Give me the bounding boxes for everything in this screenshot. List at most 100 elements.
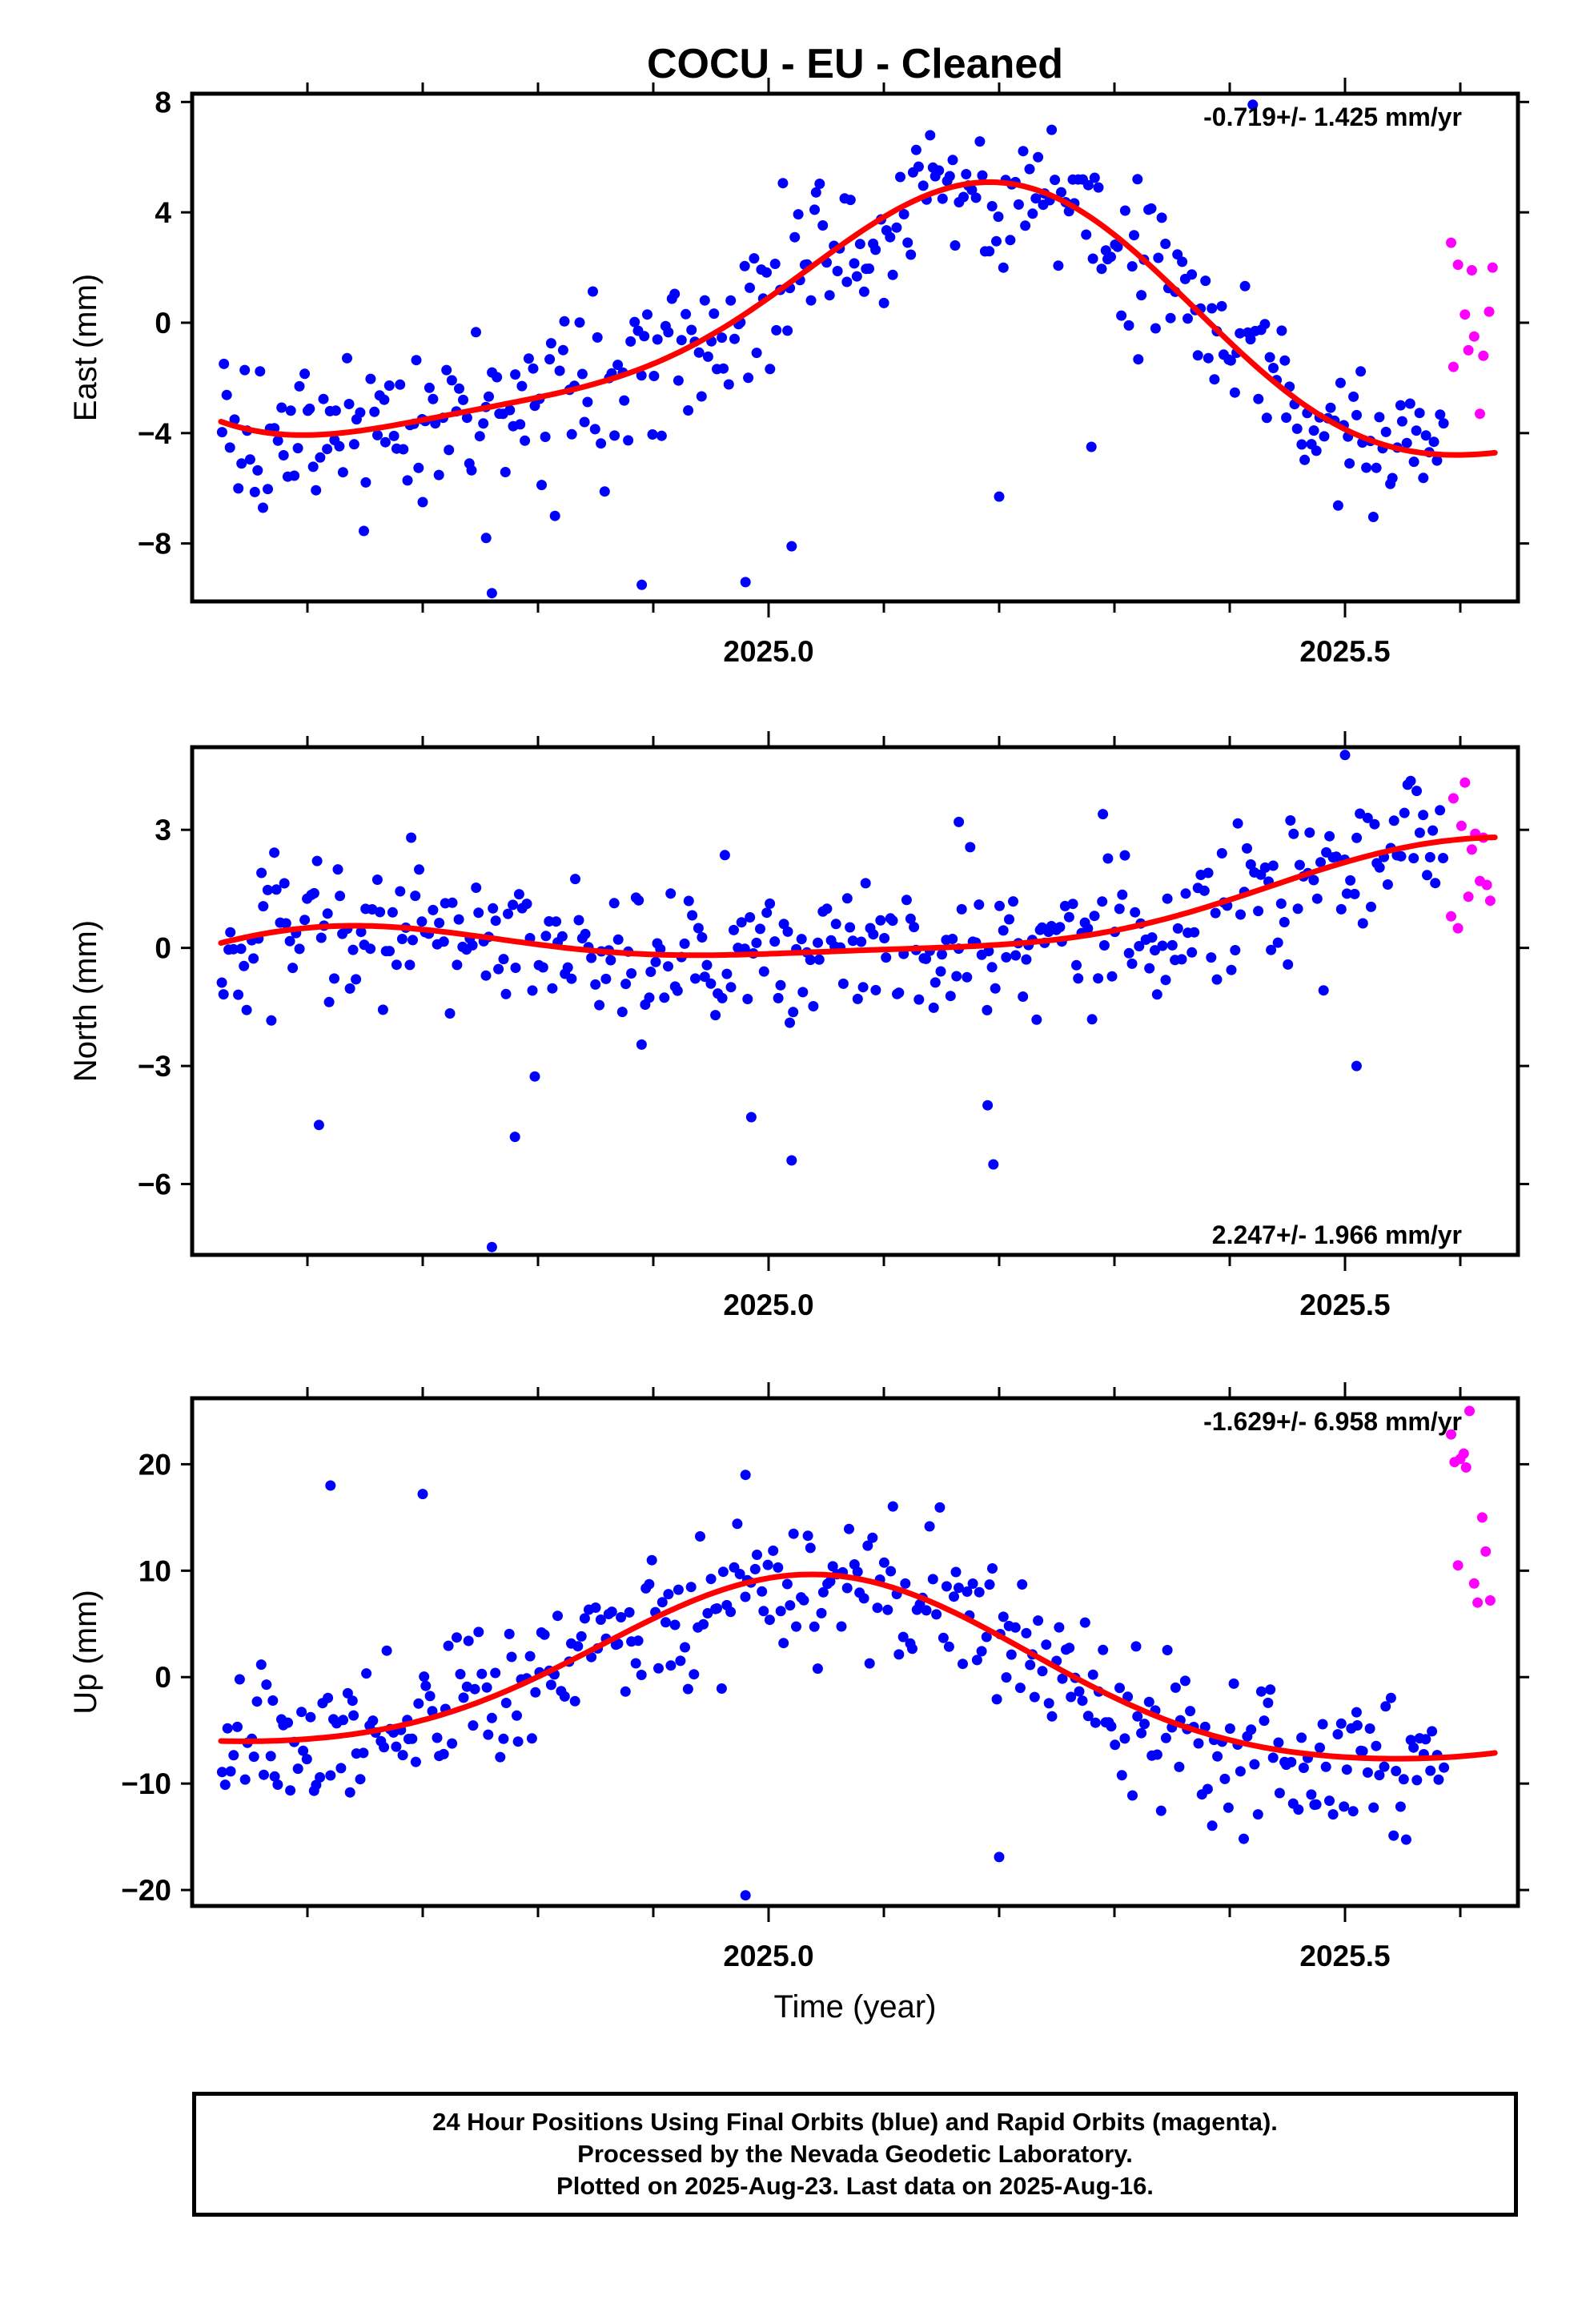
final-orbit-point xyxy=(878,1557,889,1568)
final-orbit-point xyxy=(233,483,244,494)
final-orbit-point xyxy=(344,1787,355,1798)
final-orbit-point xyxy=(791,1621,801,1632)
final-orbit-point xyxy=(944,171,955,182)
final-orbit-point xyxy=(391,959,402,971)
chart-title: COCU - EU - Cleaned xyxy=(647,41,1063,87)
final-orbit-point xyxy=(410,1756,421,1767)
final-orbit-point xyxy=(739,943,750,955)
final-orbit-point xyxy=(272,1779,283,1790)
final-orbit-point xyxy=(817,220,829,231)
final-orbit-point xyxy=(570,874,580,885)
final-orbit-point xyxy=(762,1559,773,1570)
final-orbit-point xyxy=(991,235,1002,247)
final-orbit-point xyxy=(885,231,896,243)
final-orbit-point xyxy=(852,993,863,1004)
final-orbit-point xyxy=(228,943,239,955)
final-orbit-point xyxy=(305,1711,316,1723)
final-orbit-point xyxy=(845,195,856,206)
final-orbit-point xyxy=(239,960,250,971)
final-orbit-point xyxy=(994,491,1005,502)
final-orbit-point xyxy=(1006,1649,1017,1660)
y-tick-label: 10 xyxy=(139,1554,171,1587)
final-orbit-point xyxy=(905,913,916,924)
final-orbit-point xyxy=(1004,914,1014,925)
final-orbit-point xyxy=(1253,906,1264,917)
final-orbit-point xyxy=(705,978,717,989)
final-orbit-point xyxy=(1082,923,1094,934)
final-orbit-point xyxy=(516,380,528,392)
final-orbit-point xyxy=(1160,1732,1171,1743)
final-orbit-point xyxy=(1054,1622,1065,1633)
final-orbit-point xyxy=(292,1763,303,1775)
final-orbit-point xyxy=(769,936,781,947)
caption-line-2: Processed by the Nevada Geodetic Laborat… xyxy=(577,2140,1133,2168)
final-orbit-point xyxy=(693,923,704,934)
final-orbit-point xyxy=(1133,354,1144,365)
final-orbit-point xyxy=(600,973,612,984)
final-orbit-point xyxy=(947,155,958,166)
final-orbit-point xyxy=(1041,1639,1052,1651)
final-orbit-point xyxy=(1067,899,1078,910)
final-orbit-point xyxy=(740,577,751,588)
final-orbit-point xyxy=(927,1574,938,1585)
final-orbit-point xyxy=(446,375,457,386)
final-orbit-point xyxy=(1112,241,1123,252)
final-orbit-point xyxy=(1264,352,1275,363)
velocity-label: -1.629+/- 6.958 mm/yr xyxy=(1203,1407,1462,1436)
final-orbit-point xyxy=(917,180,929,191)
rapid-orbit-point xyxy=(1466,265,1477,275)
final-orbit-point xyxy=(749,1563,761,1574)
final-orbit-point xyxy=(757,1586,768,1597)
final-orbit-point xyxy=(1265,1684,1276,1695)
final-orbit-point xyxy=(1266,944,1277,955)
final-orbit-point xyxy=(520,435,531,446)
final-orbit-point xyxy=(849,258,860,269)
final-orbit-point xyxy=(813,954,825,965)
final-orbit-point xyxy=(463,1635,474,1647)
final-orbit-point xyxy=(1296,439,1307,450)
final-orbit-point xyxy=(244,454,255,465)
final-orbit-point xyxy=(644,1578,655,1590)
final-orbit-point xyxy=(609,430,620,441)
final-orbit-point xyxy=(263,484,273,495)
final-orbit-point xyxy=(882,1604,893,1615)
final-orbit-point xyxy=(255,1659,267,1671)
final-orbit-point xyxy=(868,929,879,940)
final-orbit-point xyxy=(221,389,232,400)
final-orbit-point xyxy=(672,985,683,996)
final-orbit-point xyxy=(1275,898,1287,909)
final-orbit-point xyxy=(885,1566,897,1577)
final-orbit-point xyxy=(1428,436,1439,448)
final-orbit-point xyxy=(1404,398,1415,409)
final-orbit-point xyxy=(1162,893,1173,904)
final-orbit-point xyxy=(1395,850,1407,862)
final-orbit-point xyxy=(895,171,905,183)
final-orbit-point xyxy=(925,130,936,141)
final-orbit-point xyxy=(690,973,701,984)
rapid-orbit-point xyxy=(1478,350,1489,361)
final-orbit-point xyxy=(751,937,762,948)
final-orbit-point xyxy=(325,1770,336,1781)
final-orbit-point xyxy=(360,476,371,488)
final-orbit-point xyxy=(454,383,464,394)
final-orbit-point xyxy=(778,919,789,930)
final-orbit-point xyxy=(1424,851,1435,862)
final-orbit-point xyxy=(836,1621,847,1632)
final-orbit-point xyxy=(1355,808,1366,819)
final-orbit-point xyxy=(348,439,359,450)
final-orbit-point xyxy=(1027,208,1038,219)
final-orbit-point xyxy=(1364,1723,1375,1734)
final-orbit-point xyxy=(739,260,750,271)
final-orbit-point xyxy=(1123,947,1134,959)
final-orbit-point xyxy=(512,1710,522,1721)
final-orbit-point xyxy=(1223,1802,1234,1813)
final-orbit-point xyxy=(259,1769,269,1780)
final-orbit-point xyxy=(749,253,760,264)
final-orbit-point xyxy=(1371,1740,1382,1751)
final-orbit-point xyxy=(468,1720,479,1731)
final-orbit-point xyxy=(452,959,463,971)
final-orbit-point xyxy=(1090,1717,1101,1728)
final-orbit-point xyxy=(1345,875,1356,886)
final-orbit-point xyxy=(258,901,269,912)
velocity-label: 2.247+/- 1.966 mm/yr xyxy=(1212,1220,1462,1249)
